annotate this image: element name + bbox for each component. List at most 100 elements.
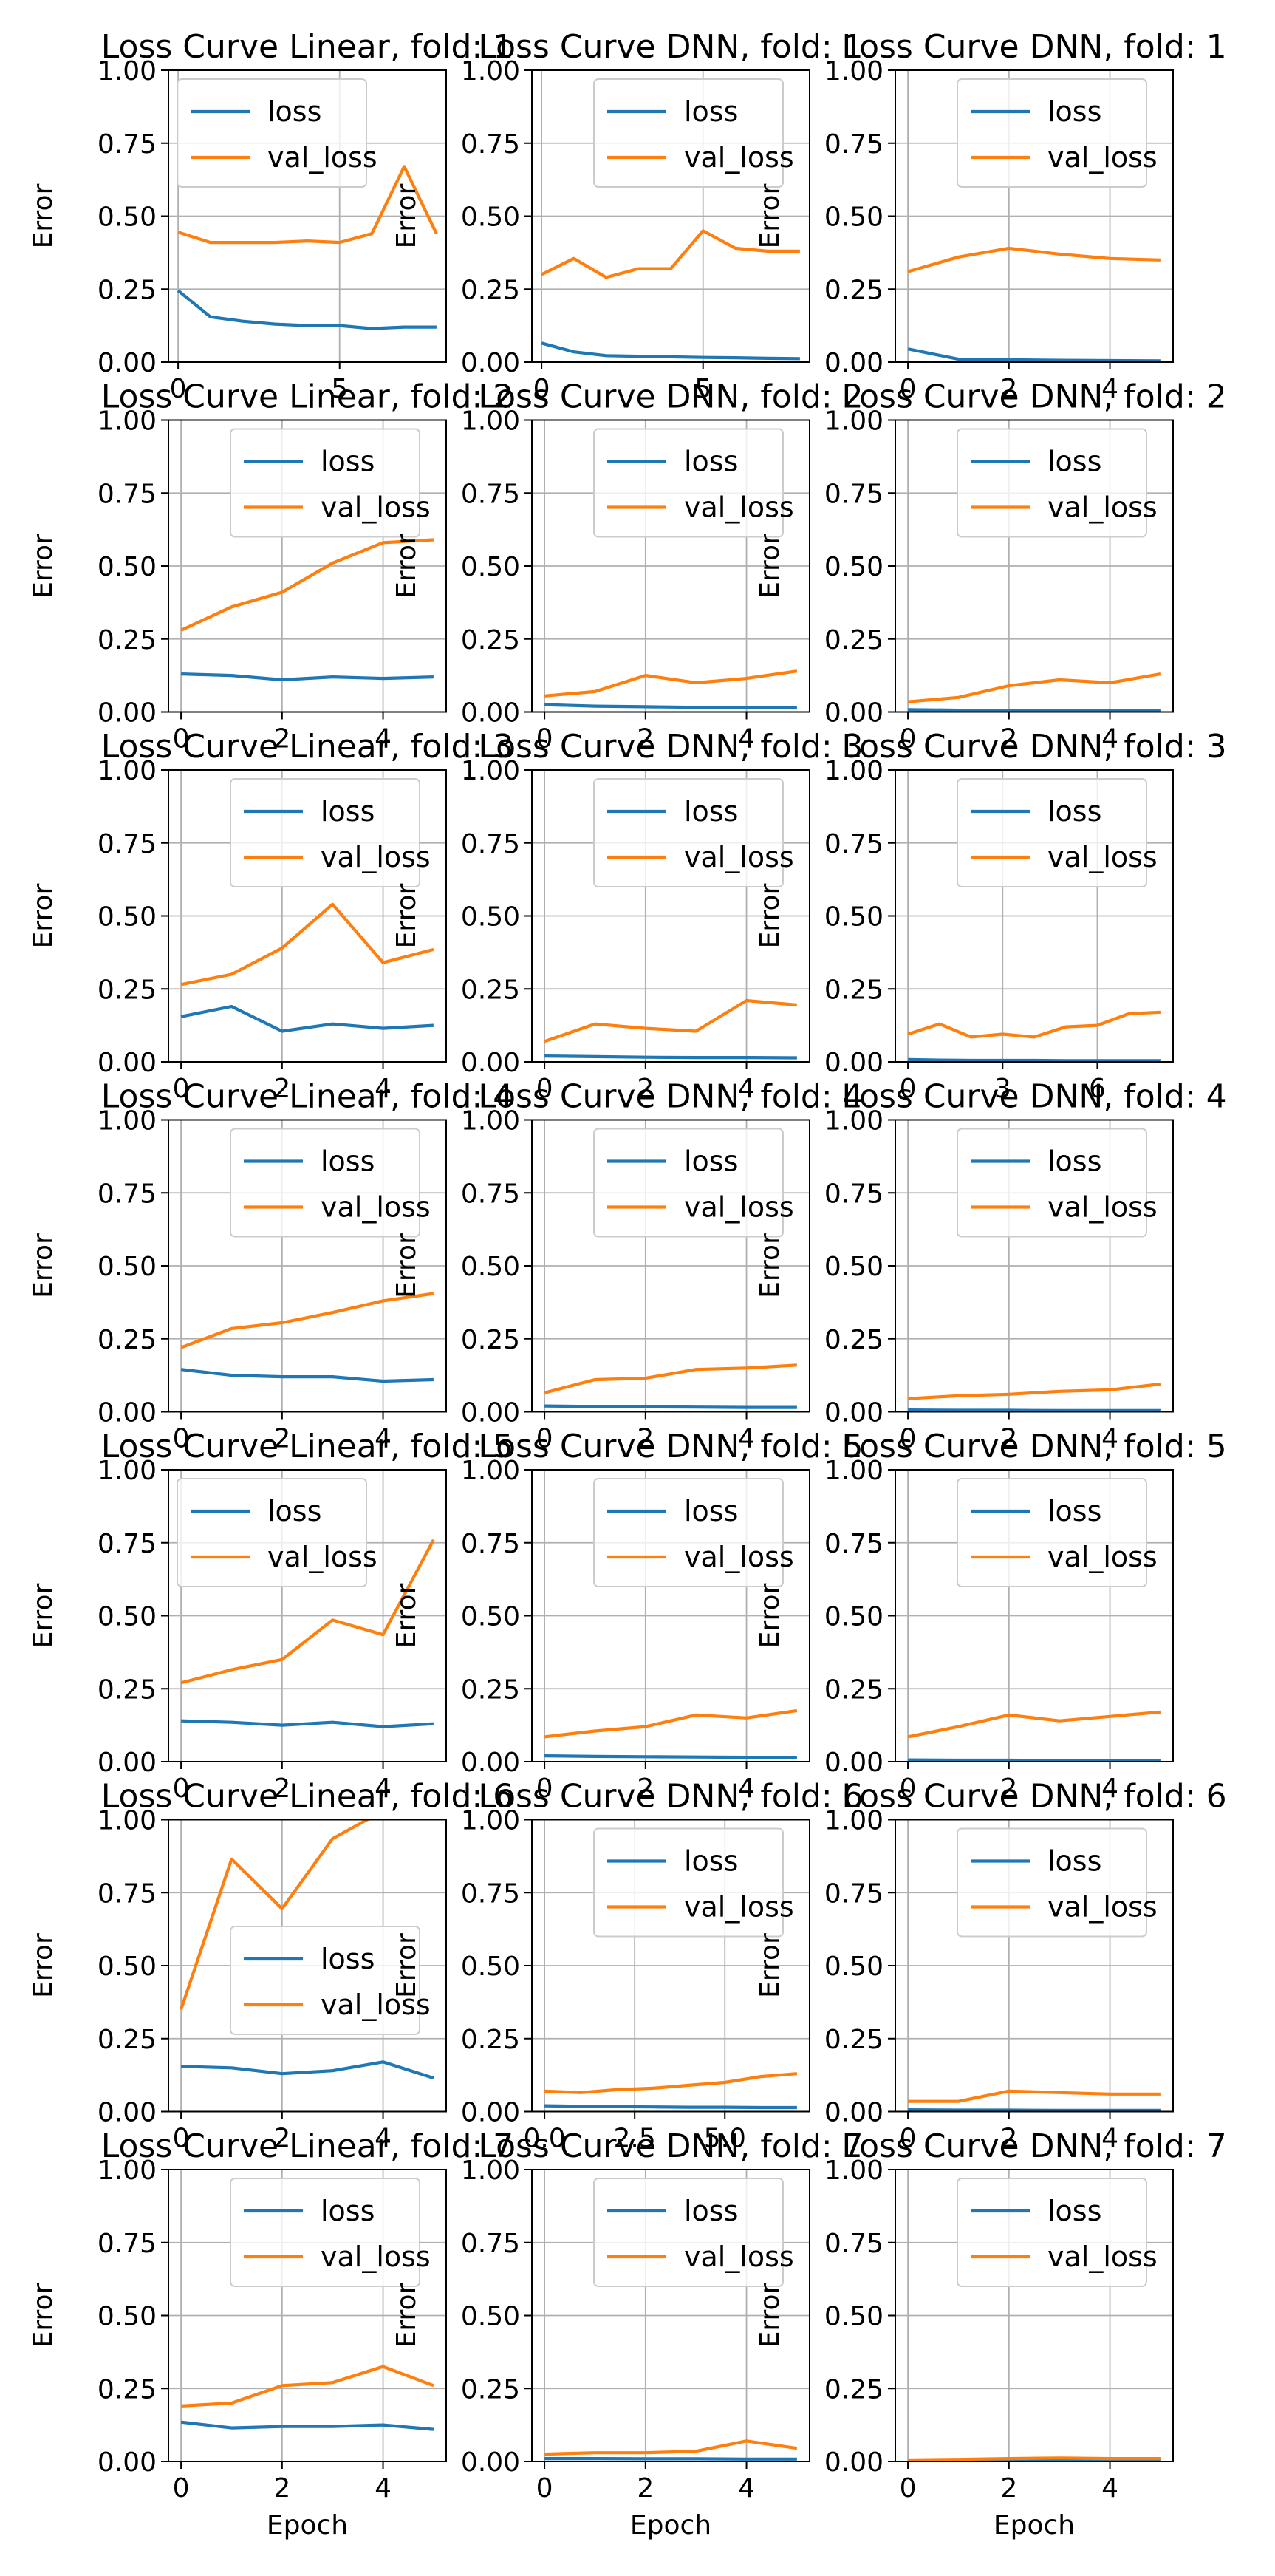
subplot-title: Loss Curve Linear, fold: 4 [101,1078,513,1116]
series-group [907,1382,1161,1412]
x-tick-label: 4 [738,1773,755,1804]
y-tick-label: 0.25 [98,1325,157,1355]
legend-box [593,78,784,188]
subplot-title: Loss Curve Linear, fold: 1 [101,28,513,66]
x-tick-label: 4 [1101,374,1118,404]
y-tick-label: 0.00 [461,2447,520,2478]
legend: loss val_loss [957,78,1158,188]
y-tick-label: 1.00 [461,1106,520,1137]
series-group [544,998,798,1060]
legend-label-val-loss: val_loss [1047,1541,1158,1573]
x-tick-label: 4 [1101,1424,1118,1454]
y-tick-label: 0.50 [461,202,520,233]
x-tick-label: 0 [536,1074,553,1104]
y-tick-label: 0.25 [824,275,883,305]
legend-box [230,428,420,538]
series-line-val-loss [907,1710,1161,1739]
legend: loss val_loss [957,778,1158,887]
subplot: 0.00 0.25 0.50 0.75 1.00 0 2 4 Error loss val_loss [392,406,810,754]
y-tick-label: 0.00 [98,348,157,378]
y-tick-label: 0.00 [824,348,883,378]
legend: loss val_loss [593,2178,794,2287]
y-tick-label: 0.75 [824,479,883,509]
y-tick-label: 0.00 [824,698,883,729]
x-tick-label: 6 [1089,1074,1106,1104]
series-group [544,2439,798,2461]
y-tick-label: 0.25 [461,1674,520,1705]
y-tick-label: 0.50 [461,1602,520,1632]
y-axis-label: Error [392,1583,422,1648]
y-tick-label: 0.75 [461,1878,520,1909]
legend-label-val-loss: val_loss [321,2241,431,2273]
subplot: 0.00 0.25 0.50 0.75 1.00 0 2 4 Error loss val_loss [755,406,1174,754]
subplot: 0.00 0.25 0.50 0.75 1.00 0 2 4 Error loss val_loss [755,1106,1174,1454]
legend-box [957,428,1147,538]
y-tick-label: 0.50 [461,552,520,582]
y-tick-label: 0.00 [98,1398,157,1428]
legend-label-loss: loss [684,446,738,478]
y-axis-label: Error [392,1233,422,1298]
legend-label-val-loss: val_loss [684,1191,794,1224]
x-tick-label: 0 [536,1773,553,1804]
legend-label-loss: loss [1047,446,1101,478]
y-tick-label: 0.00 [98,2447,157,2478]
series-line-loss [541,341,800,361]
legend-box [957,1827,1147,1938]
series-line-val-loss [907,1382,1161,1400]
legend-label-loss: loss [321,1145,375,1178]
series-line-val-loss [544,2439,798,2456]
series-line-val-loss [177,165,438,245]
y-axis-label: Error [392,2283,422,2348]
y-tick-label: 0.25 [824,2374,883,2405]
y-tick-label: 1.00 [461,2156,520,2186]
subplot-title: Loss Curve DNN, fold: 3 [841,728,1226,766]
legend-label-loss: loss [684,1845,738,1878]
legend-label-val-loss: val_loss [267,1541,377,1573]
subplot: 0.00 0.25 0.50 0.75 1.00 0 2 4 Error loss val_loss [392,1456,810,1804]
y-axis-label: Error [392,1933,422,1998]
y-tick-label: 0.75 [98,479,157,509]
y-tick-label: 1.00 [824,1106,883,1137]
legend-label-val-loss: val_loss [267,141,377,174]
legend: loss val_loss [957,1478,1158,1587]
series-group [180,1292,434,1383]
x-tick-label: 4 [738,2473,755,2504]
y-axis-label: Error [755,534,785,599]
y-tick-label: 0.25 [98,2025,157,2055]
y-tick-label: 0.00 [461,1748,520,1778]
subplot: 0.00 0.25 0.50 0.75 1.00 0 2 4 Error Epoch loss val… [392,2156,810,2541]
x-tick-label: 4 [738,1074,755,1104]
subplot: 0.00 0.25 0.50 0.75 1.00 0 2 4 Error loss val_loss [392,756,810,1104]
legend-label-val-loss: val_loss [1047,841,1158,873]
legend-box [593,1827,784,1938]
y-tick-label: 0.50 [98,2302,157,2332]
series-line-loss [544,1754,797,1759]
subplot-title: Loss Curve Linear, fold: 2 [101,378,513,416]
subplot-title: Loss Curve DNN, fold: 5 [841,1428,1226,1465]
subplot: 0.00 0.25 0.50 0.75 1.00 0.0 2.5 5.0 Error loss va… [392,1806,810,2154]
x-tick-label: 0 [900,1773,917,1804]
series-group [908,2456,1161,2461]
subplot-title: Loss Curve Linear, fold: 3 [101,728,513,766]
x-tick-label: 2 [1000,374,1017,404]
y-tick-label: 0.00 [824,1398,883,1428]
x-tick-label: 5.0 [704,2124,746,2154]
y-tick-label: 0.00 [461,698,520,729]
series-line-val-loss [544,2072,798,2094]
y-tick-label: 0.25 [461,2025,520,2055]
legend-label-val-loss: val_loss [321,1989,431,2021]
x-tick-label: 5 [331,374,348,404]
series-group [541,229,800,361]
legend: loss val_loss [230,1926,431,2035]
legend-label-val-loss: val_loss [684,1891,794,1924]
subplot: 0.00 0.25 0.50 0.75 1.00 0 3 6 Error loss val_loss [755,756,1174,1104]
legend-box [957,78,1147,188]
legend-box [177,1478,367,1587]
x-tick-label: 2 [637,724,654,754]
legend-label-loss: loss [267,1495,321,1527]
series-line-val-loss [544,669,798,698]
y-tick-label: 0.75 [824,1529,883,1559]
subplot: 0.00 0.25 0.50 0.75 1.00 0 2 4 Error loss val_loss [755,1806,1174,2154]
y-tick-label: 1.00 [824,1456,883,1486]
y-tick-label: 0.25 [98,1674,157,1705]
